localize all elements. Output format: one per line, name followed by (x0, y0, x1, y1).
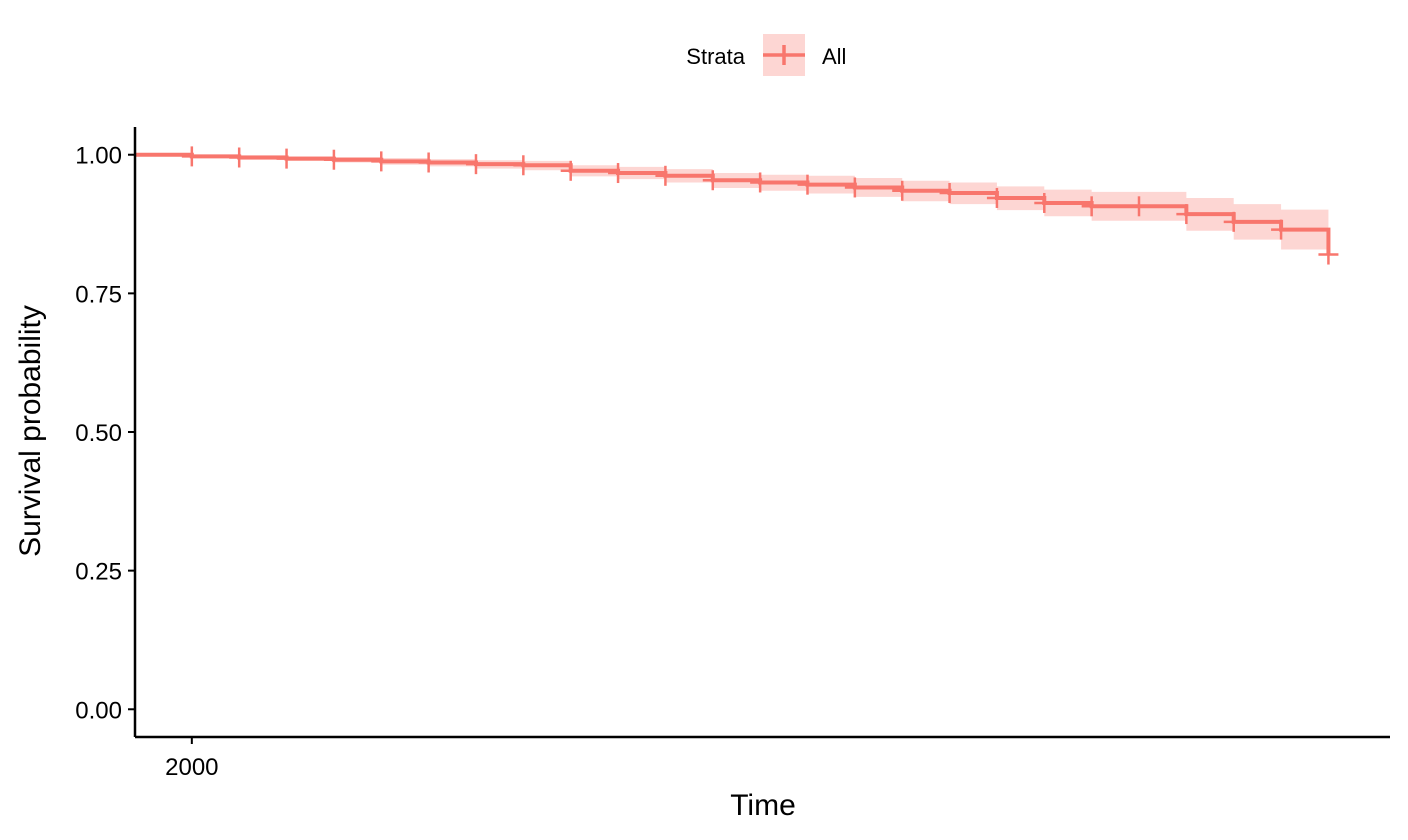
plot-layer (135, 146, 1339, 265)
y-ticks: 0.00 0.25 0.50 0.75 1.00 (75, 143, 135, 724)
y-tick-label: 0.25 (75, 559, 122, 586)
x-ticks: 2000 (165, 737, 219, 781)
x-axis-title: Time (730, 789, 796, 822)
y-tick-label: 0.00 (75, 697, 122, 724)
y-tick-label: 0.50 (75, 420, 122, 447)
y-tick-label: 1.00 (75, 143, 122, 170)
x-tick-label: 2000 (165, 754, 218, 781)
survival-curve (135, 152, 1331, 255)
legend-entry-all: All (822, 44, 846, 69)
axes: 0.00 0.25 0.50 0.75 1.00 2000 (75, 127, 1390, 781)
legend: Strata All (686, 34, 846, 76)
legend-title: Strata (686, 44, 745, 69)
y-axis-title: Survival probability (14, 305, 47, 557)
censor-marks (181, 146, 1339, 265)
y-tick-label: 0.75 (75, 281, 122, 308)
confidence-band (135, 154, 1329, 250)
